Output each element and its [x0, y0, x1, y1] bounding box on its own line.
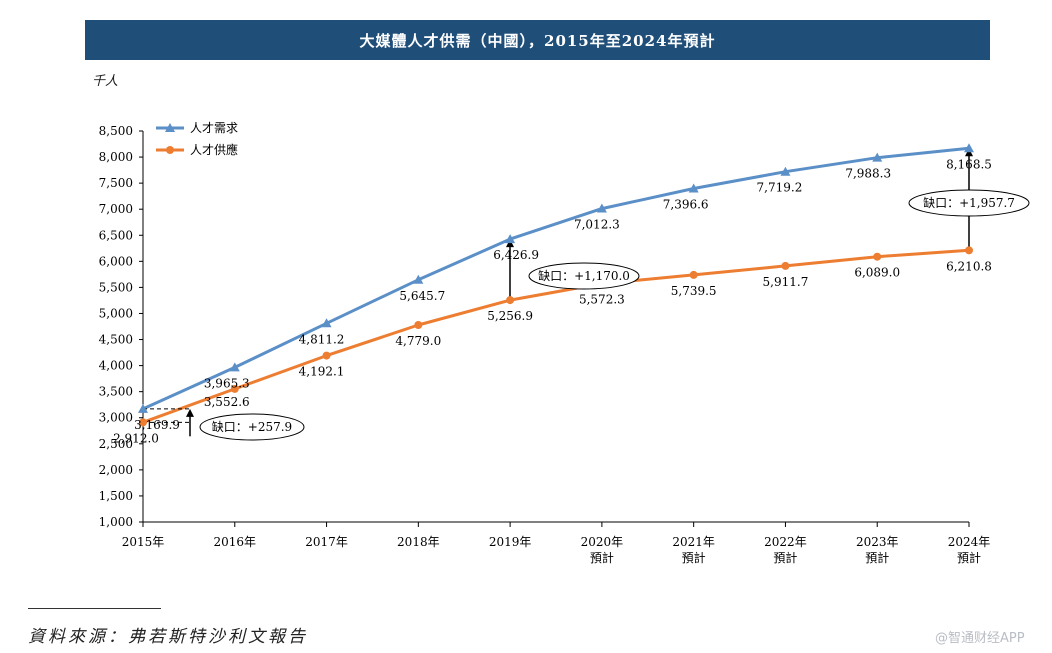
x-tick-label: 2022年	[764, 535, 807, 549]
chart-title: 大媒體人才供需（中國），2015年至2024年預計	[359, 31, 716, 50]
y-tick-label: 7,500	[99, 176, 133, 190]
legend-label: 人才需求	[190, 121, 238, 135]
demand-marker	[688, 183, 699, 193]
x-tick-label: 預計	[590, 550, 614, 565]
y-tick-label: 4,500	[99, 333, 133, 347]
supply-data-label: 2,912.0	[113, 431, 159, 445]
x-tick-label: 預計	[773, 550, 797, 565]
supply-data-label: 4,779.0	[395, 334, 441, 348]
supply-data-label: 6,210.8	[946, 259, 992, 273]
supply-data-label: 6,089.0	[854, 266, 900, 280]
supply-data-label: 5,911.7	[763, 275, 809, 289]
demand-data-label: 5,645.7	[399, 289, 445, 303]
x-tick-label: 預計	[865, 550, 889, 565]
demand-data-label: 7,396.6	[663, 198, 709, 212]
y-tick-label: 2,500	[99, 437, 133, 451]
x-tick-label: 2017年	[305, 535, 348, 549]
demand-data-label: 7,719.2	[757, 181, 803, 195]
watermark: @智通财经APP	[935, 631, 1025, 646]
supply-marker	[506, 296, 515, 305]
gap-arrow-2015-head	[186, 408, 194, 417]
gap-annotation-ellipse	[908, 189, 1030, 217]
demand-marker	[321, 318, 332, 328]
supply-data-label: 3,552.6	[204, 395, 250, 409]
demand-marker	[138, 403, 148, 413]
y-tick-label: 3,500	[99, 385, 133, 399]
demand-marker	[780, 166, 791, 176]
legend-label: 人才供應	[190, 142, 238, 157]
y-tick-label: 8,500	[99, 124, 133, 138]
supply-series-line	[142, 248, 970, 424]
gap-annotation-label: 缺口：+257.9	[212, 419, 292, 434]
supply-marker	[322, 351, 331, 360]
x-tick-label: 2016年	[214, 535, 257, 549]
y-tick-label: 2,000	[99, 463, 133, 477]
supply-data-label: 5,256.9	[487, 309, 533, 323]
supply-marker	[873, 252, 882, 261]
demand-data-label: 4,811.2	[299, 332, 345, 346]
x-tick-label: 2021年	[672, 535, 715, 549]
supply-marker	[781, 261, 790, 270]
demand-marker	[596, 203, 607, 213]
demand-series-line	[142, 146, 970, 411]
supply-marker	[230, 384, 239, 393]
demand-marker	[229, 362, 240, 372]
supply-marker	[414, 320, 423, 329]
demand-data-label: 6,426.9	[493, 248, 539, 262]
x-tick-label: 預計	[957, 550, 981, 565]
x-tick-label: 2015年	[122, 535, 165, 549]
x-tick-label: 預計	[682, 550, 706, 565]
x-tick-label: 2019年	[489, 535, 532, 549]
demand-marker	[505, 234, 516, 244]
y-tick-label: 5,000	[99, 306, 133, 320]
y-tick-label: 1,000	[99, 515, 133, 529]
demand-data-label: 3,965.3	[204, 376, 250, 390]
line-chart: 1,000 1,500 2,000 2,500 3,000 3,500 4,000 4,500…	[99, 121, 1030, 565]
demand-data-label: 8,168.5	[946, 157, 992, 171]
chart-title-banner: 大媒體人才供需（中國），2015年至2024年預計	[85, 20, 990, 60]
supply-marker	[965, 246, 973, 255]
demand-marker	[872, 152, 883, 162]
x-tick-label: 2018年	[397, 535, 440, 549]
legend-marker	[166, 146, 174, 154]
demand-data-label: 7,988.3	[845, 167, 891, 181]
y-tick-label: 6,000	[99, 254, 133, 268]
y-tick-label: 5,500	[99, 280, 133, 294]
gap-annotation-ellipse	[528, 262, 640, 290]
gap-annotation-ellipse	[199, 413, 305, 441]
gap-annotation-label: 缺口：+1,957.7	[923, 195, 1015, 210]
demand-marker	[964, 143, 974, 153]
supply-marker	[139, 418, 147, 427]
x-tick-label: 2020年	[581, 535, 624, 549]
demand-data-label: 7,012.3	[574, 218, 620, 232]
source-note: 資料來源：弗若斯特沙利文報告	[28, 627, 308, 647]
y-tick-label: 3,000	[99, 411, 133, 425]
demand-marker	[413, 274, 424, 284]
legend-marker	[165, 123, 175, 132]
gap-annotation-label: 缺口：+1,170.0	[538, 268, 630, 283]
x-tick-label: 2023年	[856, 535, 899, 549]
y-tick-label: 7,000	[99, 202, 133, 216]
y-tick-label: 8,000	[99, 150, 133, 164]
supply-data-label: 5,739.5	[671, 284, 717, 298]
y-axis-unit-label: 千人	[92, 74, 119, 89]
x-tick-label: 2024年	[948, 535, 991, 549]
supply-data-label: 5,572.3	[579, 293, 625, 307]
source-divider	[28, 608, 161, 609]
y-tick-label: 4,000	[99, 359, 133, 373]
demand-data-label: 3,169.9	[134, 418, 180, 432]
supply-data-label: 4,192.1	[299, 365, 345, 379]
y-tick-label: 6,500	[99, 228, 133, 242]
supply-marker	[689, 270, 698, 279]
y-tick-label: 1,500	[99, 489, 133, 503]
